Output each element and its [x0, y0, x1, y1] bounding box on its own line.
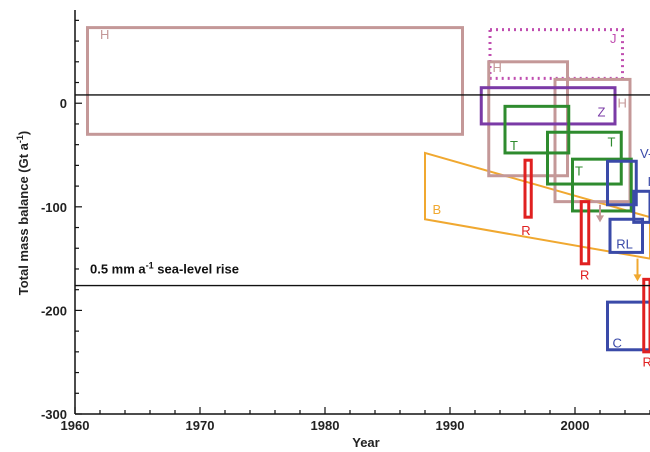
box-label-v-: V-: [640, 146, 650, 161]
sea-level-annotation: 0.5 mm a-1 sea-level rise: [90, 261, 239, 277]
arrow-head: [596, 215, 604, 223]
x-tick-label: 1960: [61, 418, 90, 433]
estimate-box-h: [86, 26, 464, 136]
estimate-box-z: [479, 86, 617, 126]
box-label-z: Z: [598, 105, 606, 120]
estimate-box-c: [606, 300, 650, 352]
box-label-c: C: [613, 336, 622, 351]
box-label-rl: RL: [616, 236, 633, 251]
x-tick-label: 1970: [186, 418, 215, 433]
y-tick-label: -100: [41, 200, 67, 215]
y-tick-label: -200: [41, 303, 67, 318]
trend-band-b: [424, 151, 650, 260]
y-tick-label: -300: [41, 407, 67, 422]
box-label-h: H: [100, 27, 109, 42]
annotation-tail: sea-level rise: [154, 262, 239, 277]
arrow-head: [633, 274, 642, 282]
box-label-h: H: [493, 60, 502, 75]
box-label-j: J: [610, 31, 617, 46]
estimate-box-v: [606, 159, 638, 207]
estimate-box-rl: [608, 217, 644, 254]
x-axis-title: Year: [352, 435, 379, 450]
estimate-box-t: [571, 157, 633, 213]
box-label-i: I: [648, 174, 650, 189]
box-label-t: T: [510, 138, 518, 153]
annotation-unit: a: [138, 262, 146, 277]
box-label-r: R: [643, 354, 650, 369]
estimate-box-r: [579, 200, 591, 266]
annotation-value: 0.5 mm: [90, 262, 138, 277]
x-tick-label: 1990: [436, 418, 465, 433]
estimate-box-j: [488, 28, 624, 80]
box-label-h: H: [618, 95, 627, 110]
y-tick-label: 0: [60, 96, 67, 111]
estimate-box-t: [503, 104, 571, 155]
box-label-r: R: [580, 267, 589, 282]
annotation-unit-sup: -1: [146, 261, 154, 271]
estimate-box-r: [642, 277, 650, 354]
estimate-box-r: [523, 158, 533, 219]
box-label-r: R: [521, 223, 530, 238]
box-label-b: B: [433, 202, 442, 217]
x-tick-label: 2000: [561, 418, 590, 433]
y-axis-title: Total mass balance (Gt a-1): [15, 131, 31, 296]
x-tick-label: 1980: [311, 418, 340, 433]
reference-lines: 0.5 mm a-1 sea-level rise: [75, 94, 650, 287]
box-label-t: T: [608, 135, 616, 150]
estimate-box-h: [553, 77, 632, 204]
box-label-t: T: [575, 164, 583, 179]
